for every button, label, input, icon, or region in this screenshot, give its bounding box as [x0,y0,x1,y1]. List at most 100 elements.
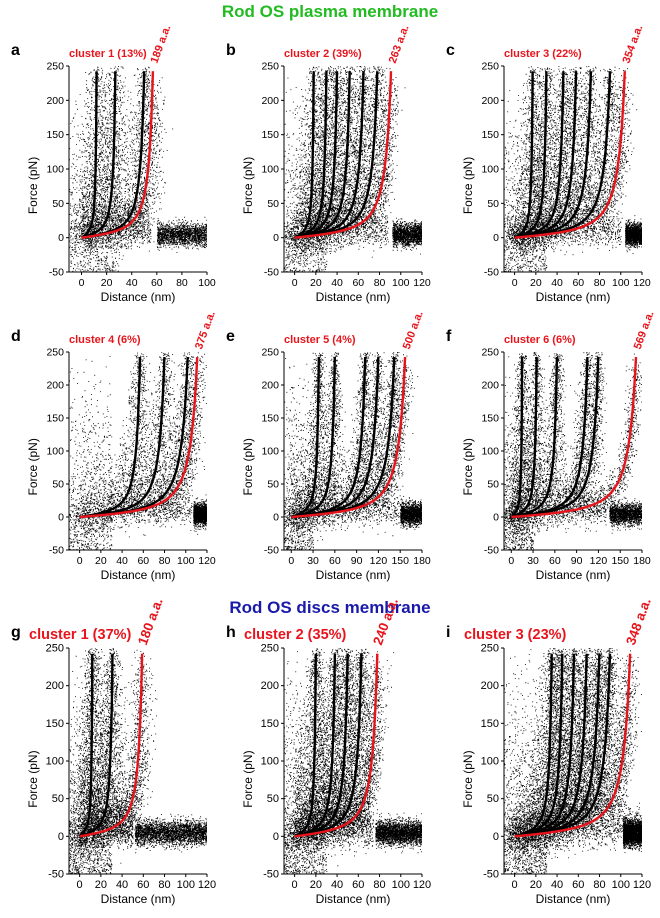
x-tick-label: 100 [177,555,195,567]
panel-letter: i [446,624,450,641]
x-tick-label: 100 [177,879,195,891]
contour-label: 354 a.a. [621,24,646,65]
panel-letter: b [226,42,236,59]
data-points [504,66,643,273]
y-axis-label: Force (pN) [461,438,475,495]
cluster-label: cluster 4 (6%) [69,334,141,346]
x-tick-label: 40 [331,277,343,289]
contour-label: 348 a.a. [623,596,654,647]
y-tick-label: 50 [52,198,64,210]
x-tick-label: 0 [292,277,298,289]
data-points [69,66,208,273]
y-tick-label: 100 [46,446,64,458]
y-axis-label: Force (pN) [461,750,475,807]
y-tick-label: 0 [493,831,499,843]
x-tick-label: 30 [527,555,539,567]
contour-label: 375 a.a. [193,310,218,351]
panel-letter: h [226,624,236,641]
y-tick-label: 100 [261,756,279,768]
x-tick-label: 60 [137,879,149,891]
x-tick-label: 60 [137,555,149,567]
y-axis-label: Force (pN) [241,750,255,807]
y-tick-label: 0 [58,831,64,843]
panel-letter: c [446,42,455,59]
x-tick-label: 80 [158,879,170,891]
cluster-label: cluster 2 (35%) [244,627,347,643]
y-axis-label: Force (pN) [26,438,40,495]
x-axis-label: Distance (nm) [101,290,176,304]
panel-letter: a [11,42,20,59]
plot-area [69,648,208,875]
y-tick-label: 0 [273,512,279,524]
y-tick-label: 100 [261,446,279,458]
x-tick-label: 120 [590,555,608,567]
x-tick-label: 120 [198,555,216,567]
plot-area [284,648,423,875]
x-tick-label: 0 [77,555,83,567]
panel-letter: e [226,328,235,345]
cluster-label: cluster 5 (4%) [284,334,356,346]
y-tick-label: -50 [264,545,279,557]
y-tick-label: -50 [484,267,499,279]
x-tick-label: 60 [572,277,584,289]
cluster-label: cluster 2 (39%) [284,48,362,60]
y-tick-label: 250 [481,643,499,655]
x-tick-label: 40 [116,555,128,567]
x-tick-label: 150 [391,555,409,567]
data-points [284,648,423,875]
x-tick-label: 60 [151,277,163,289]
x-tick-label: 40 [126,277,138,289]
cluster-label: cluster 3 (23%) [464,627,567,643]
y-axis-label: Force (pN) [26,157,40,214]
y-tick-label: 50 [487,793,499,805]
x-tick-label: 120 [413,879,431,891]
y-tick-label: 250 [481,61,499,73]
y-axis-label: Force (pN) [461,157,475,214]
y-tick-label: 0 [58,232,64,244]
x-tick-label: 60 [549,555,561,567]
x-tick-label: 60 [572,879,584,891]
x-axis-label: Distance (nm) [536,568,611,582]
y-tick-label: -50 [48,869,64,881]
x-tick-label: 80 [594,277,606,289]
plot-area [504,352,643,551]
x-tick-label: 0 [288,555,294,567]
y-tick-label: 50 [52,793,64,805]
x-tick-label: 120 [413,277,431,289]
plot-area [69,66,208,273]
y-tick-label: 250 [481,347,499,359]
x-tick-label: 40 [331,879,343,891]
y-tick-label: 50 [267,198,279,210]
x-tick-label: 20 [101,277,113,289]
cluster-label: cluster 1 (37%) [29,627,132,643]
y-tick-label: 50 [487,479,499,491]
x-tick-label: 60 [329,555,341,567]
y-tick-label: 250 [261,347,279,359]
contour-label: 240 a.a. [370,596,401,647]
x-tick-label: 0 [79,277,85,289]
y-tick-label: 150 [261,413,279,425]
panel-letter: f [446,328,452,345]
x-tick-label: 100 [392,879,410,891]
x-tick-label: 0 [77,879,83,891]
x-tick-label: 120 [198,879,216,891]
cluster-label: cluster 6 (6%) [504,334,576,346]
x-tick-label: 100 [392,277,410,289]
y-tick-label: 200 [46,680,64,692]
panel-letter: g [11,624,21,641]
y-tick-label: -50 [264,267,279,279]
y-tick-label: -50 [49,267,64,279]
y-tick-label: 150 [46,413,64,425]
plot-area [504,648,643,875]
y-axis-label: Force (pN) [26,750,40,807]
y-tick-label: 50 [267,479,279,491]
x-tick-label: 20 [530,879,542,891]
x-tick-label: 40 [116,879,128,891]
y-tick-label: 100 [481,446,499,458]
y-tick-label: 0 [493,232,499,244]
